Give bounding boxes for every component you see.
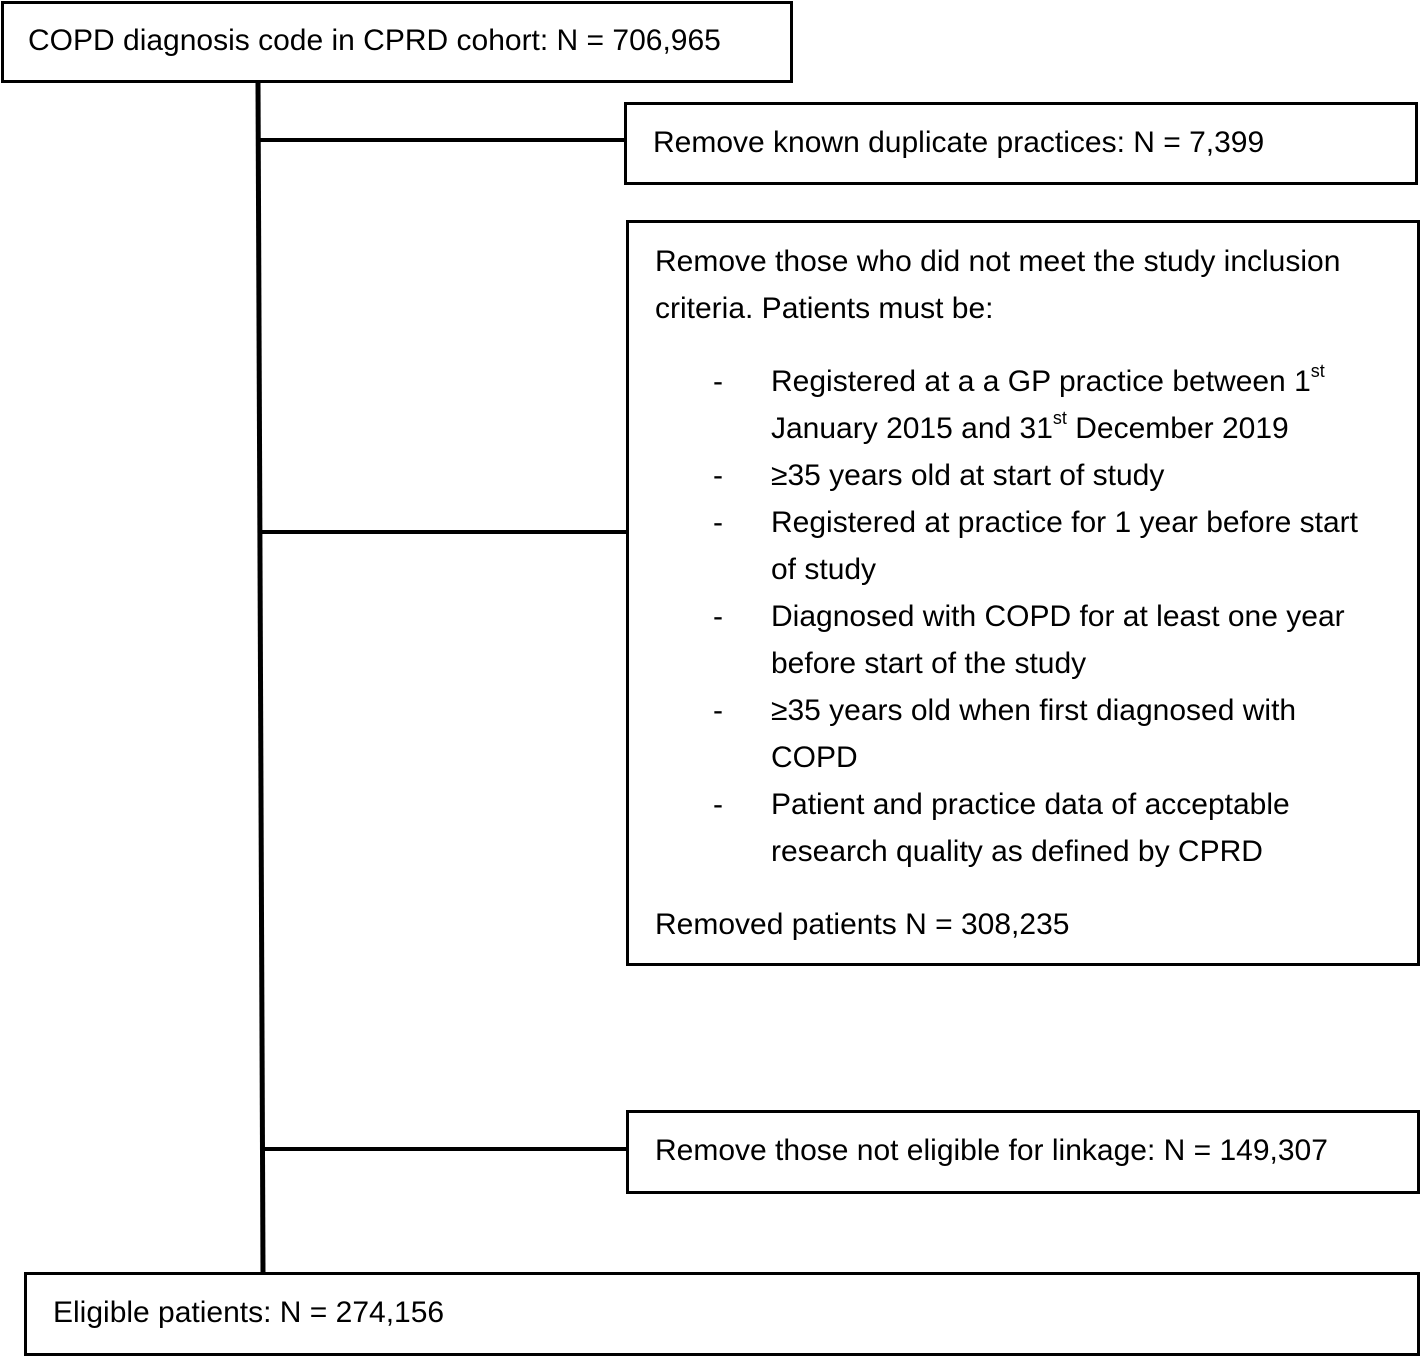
eligible-patients-text: Eligible patients: N = 274,156	[53, 1296, 445, 1329]
criterion-item: - ≥35 years old at start of study	[655, 452, 1397, 499]
inclusion-criteria-box: Remove those who did not meet the study …	[626, 220, 1420, 966]
duplicate-practices-text: Remove known duplicate practices: N = 7,…	[653, 126, 1265, 159]
main-flow-line	[255, 82, 266, 1273]
inclusion-criteria-intro: Remove those who did not meet the study …	[655, 245, 1341, 325]
bullet-dash: -	[713, 365, 723, 398]
criterion-text: Registered at a a GP practice between 1s…	[771, 361, 1325, 445]
criterion-text: Diagnosed with COPD for at least one yea…	[771, 600, 1345, 680]
criterion-item: - Diagnosed with COPD for at least one y…	[655, 593, 1397, 687]
inclusion-criteria-list: - Registered at a a GP practice between …	[655, 358, 1397, 875]
criterion-text: Patient and practice data of acceptable …	[771, 788, 1290, 868]
criterion-item: - Registered at a a GP practice between …	[655, 358, 1397, 452]
duplicate-practices-box: Remove known duplicate practices: N = 7,…	[624, 102, 1418, 185]
linkage-exclusion-box: Remove those not eligible for linkage: N…	[626, 1110, 1420, 1194]
eligible-patients-box: Eligible patients: N = 274,156	[24, 1272, 1420, 1356]
bullet-dash: -	[713, 694, 723, 727]
start-cohort-box: COPD diagnosis code in CPRD cohort: N = …	[1, 1, 793, 83]
criterion-text: ≥35 years old when first diagnosed with …	[771, 694, 1297, 774]
criterion-item: - ≥35 years old when first diagnosed wit…	[655, 687, 1397, 781]
bullet-dash: -	[713, 506, 723, 539]
bullet-dash: -	[713, 600, 723, 633]
criterion-item: - Registered at practice for 1 year befo…	[655, 499, 1397, 593]
linkage-exclusion-text: Remove those not eligible for linkage: N…	[655, 1134, 1328, 1167]
removed-patients-count: Removed patients N = 308,235	[655, 908, 1070, 941]
bullet-dash: -	[713, 459, 723, 492]
criterion-text: ≥35 years old at start of study	[771, 459, 1165, 492]
criterion-item: - Patient and practice data of acceptabl…	[655, 781, 1397, 875]
bullet-dash: -	[713, 788, 723, 821]
criterion-text: Registered at practice for 1 year before…	[771, 506, 1358, 586]
start-cohort-text: COPD diagnosis code in CPRD cohort: N = …	[28, 24, 721, 57]
